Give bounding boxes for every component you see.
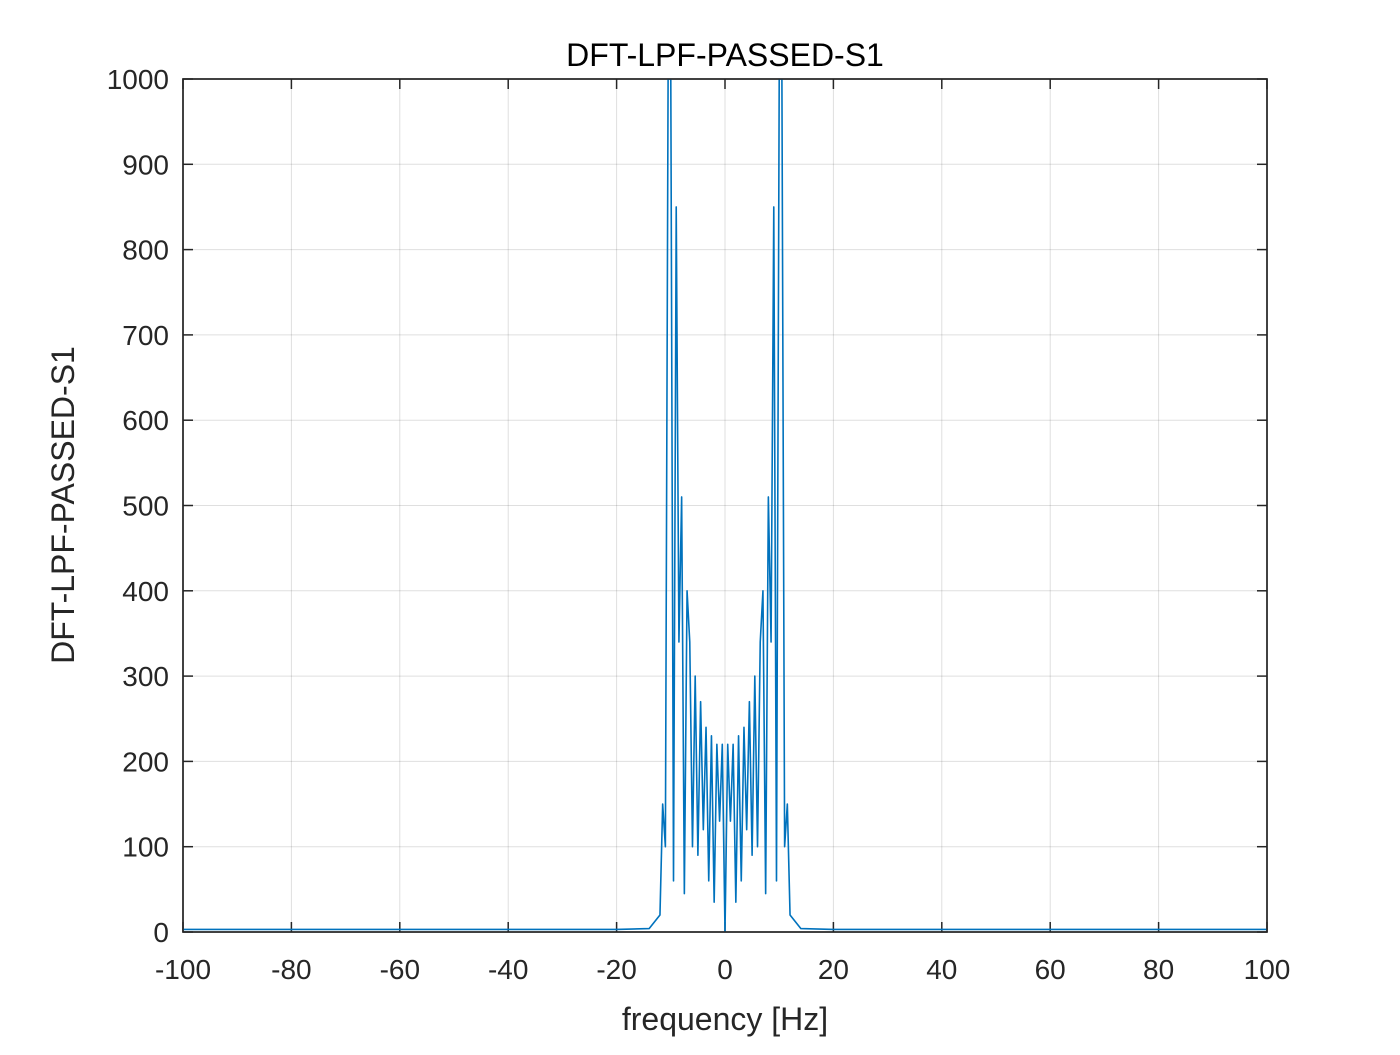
series-line	[183, 79, 1267, 932]
x-tick-label: 0	[717, 954, 733, 985]
x-tick-label: -40	[488, 954, 528, 985]
y-tick-label: 900	[122, 149, 169, 180]
y-tick-label: 100	[122, 832, 169, 863]
x-tick-label: -100	[155, 954, 211, 985]
chart-title: DFT-LPF-PASSED-S1	[566, 37, 884, 73]
axes-box	[182, 78, 1268, 933]
y-tick-labels: 0 100 200 300 400 500 600 700 800 900 1000	[107, 64, 169, 948]
x-tick-labels: -100 -80 -60 -40 -20 0 20 40 60 80 100	[155, 954, 1290, 985]
y-tick-label: 500	[122, 491, 169, 522]
x-axis-label: frequency [Hz]	[622, 1001, 828, 1037]
axes-frame	[182, 78, 1268, 933]
x-tick-label: 80	[1143, 954, 1174, 985]
x-tick-label: -20	[596, 954, 636, 985]
y-tick-label: 700	[122, 320, 169, 351]
y-tick-label: 1000	[107, 64, 169, 95]
x-tick-label: 40	[926, 954, 957, 985]
y-axis-label: DFT-LPF-PASSED-S1	[45, 346, 81, 664]
y-tick-label: 600	[122, 405, 169, 436]
x-tick-label: -60	[380, 954, 420, 985]
y-tick-label: 400	[122, 576, 169, 607]
y-tick-label: 200	[122, 746, 169, 777]
x-tick-label: 20	[818, 954, 849, 985]
x-tick-label: -80	[271, 954, 311, 985]
y-tick-label: 0	[153, 917, 169, 948]
x-tick-label: 100	[1244, 954, 1291, 985]
y-tick-label: 300	[122, 661, 169, 692]
x-tick-label: 60	[1035, 954, 1066, 985]
plot-area	[183, 79, 1267, 932]
y-tick-label: 800	[122, 235, 169, 266]
